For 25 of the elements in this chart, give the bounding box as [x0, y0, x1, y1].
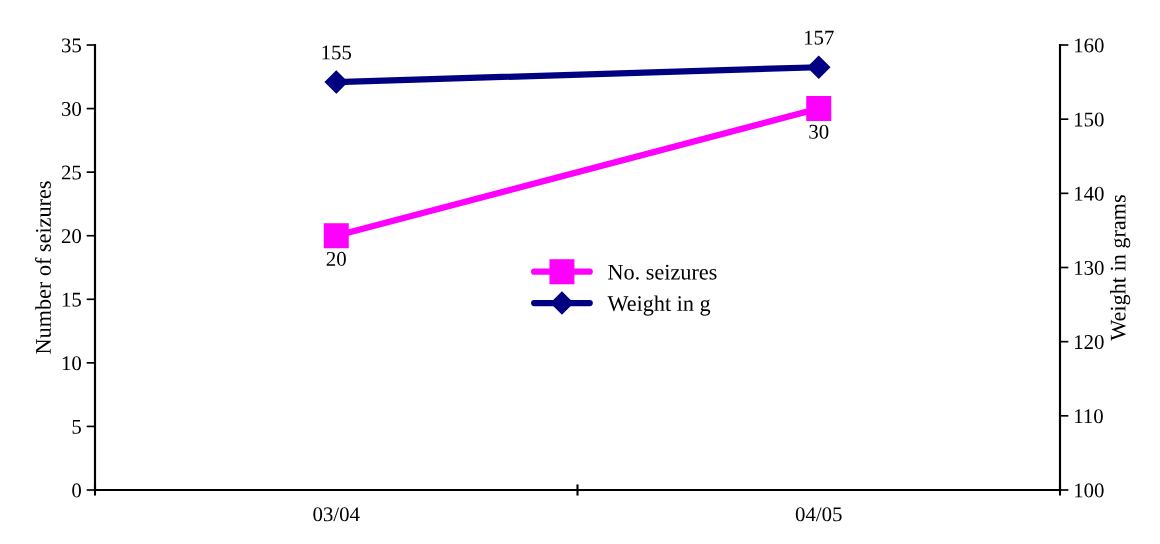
y-tick-label: 20	[61, 229, 82, 244]
data-label: 155	[322, 45, 352, 60]
y-tick-label: 35	[61, 38, 81, 53]
y-axis-title: Number of seizures	[35, 181, 51, 354]
legend-label: No. seizures	[608, 264, 717, 280]
x-tick-label: 03/04	[313, 507, 360, 522]
y2-tick-label: 120	[1075, 335, 1104, 350]
y-tick-label: 25	[61, 165, 81, 180]
data-label: 30	[809, 124, 829, 139]
data-label: 20	[326, 251, 346, 266]
y-tick-label: 15	[62, 292, 81, 307]
x-tick-label: 04/05	[795, 507, 842, 522]
y2-tick-label: 150	[1075, 112, 1104, 127]
y2-tick-label: 130	[1075, 260, 1104, 275]
y2-tick-label: 110	[1075, 409, 1103, 424]
y2-axis-title: Weight in grams	[1110, 195, 1131, 341]
data-label: 157	[804, 30, 834, 45]
y-tick-label: 0	[72, 483, 82, 498]
y2-tick-label: 140	[1075, 186, 1104, 201]
legend-label: Weight in g	[607, 295, 711, 316]
y2-tick-label: 160	[1075, 38, 1104, 53]
y-tick-label: 30	[61, 101, 82, 116]
y-tick-label: 5	[72, 420, 81, 434]
y2-tick-label: 100	[1075, 483, 1104, 498]
y-tick-label: 10	[62, 356, 82, 371]
